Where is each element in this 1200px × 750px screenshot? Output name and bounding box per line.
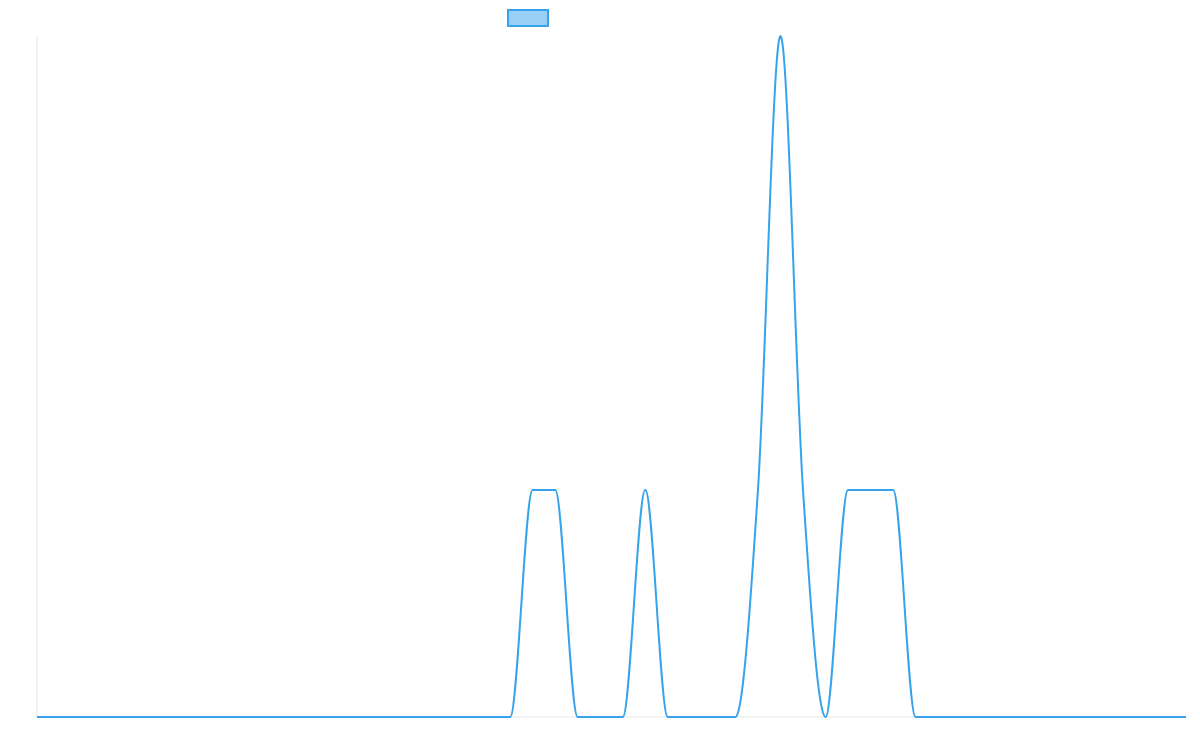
data-point[interactable] (507, 714, 513, 720)
data-point[interactable] (665, 714, 671, 720)
data-point[interactable] (710, 714, 716, 720)
data-point[interactable] (845, 487, 851, 493)
data-point[interactable] (552, 487, 558, 493)
data-point[interactable] (890, 487, 896, 493)
legend[interactable] (507, 9, 549, 27)
series-line-0 (36, 35, 1186, 719)
data-point[interactable] (958, 714, 964, 720)
data-point[interactable] (913, 714, 919, 720)
data-point[interactable] (823, 714, 829, 720)
data-point[interactable] (1093, 714, 1099, 720)
data-point[interactable] (800, 487, 806, 493)
data-point[interactable] (1115, 714, 1121, 720)
data-point[interactable] (597, 714, 603, 720)
data-point[interactable] (1160, 714, 1166, 720)
data-point[interactable] (620, 714, 626, 720)
data-point[interactable] (687, 714, 693, 720)
data-point[interactable] (1138, 714, 1144, 720)
data-point[interactable] (1048, 714, 1054, 720)
data-point[interactable] (34, 714, 40, 720)
data-point[interactable] (642, 487, 648, 493)
data-point[interactable] (732, 714, 738, 720)
data-point[interactable] (868, 487, 874, 493)
series-layer (34, 33, 1189, 720)
data-point[interactable] (1003, 714, 1009, 720)
data-point[interactable] (980, 714, 986, 720)
data-point[interactable] (530, 487, 536, 493)
data-point[interactable] (777, 33, 783, 39)
legend-swatch[interactable] (507, 9, 549, 27)
data-point[interactable] (935, 714, 941, 720)
data-point[interactable] (575, 714, 581, 720)
data-point[interactable] (1025, 714, 1031, 720)
data-point[interactable] (1070, 714, 1076, 720)
data-point[interactable] (755, 487, 761, 493)
data-point[interactable] (1183, 714, 1189, 720)
